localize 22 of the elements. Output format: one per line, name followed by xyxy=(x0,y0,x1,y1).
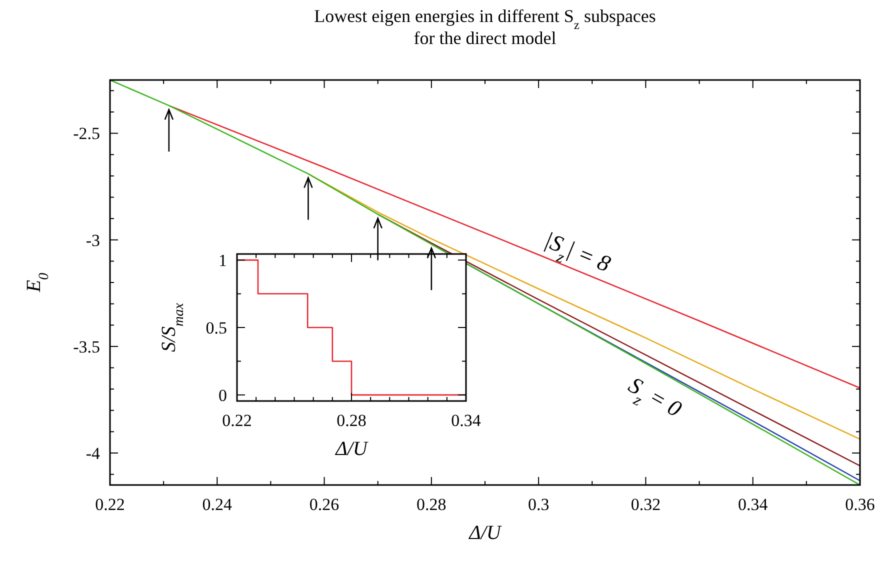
line-series xyxy=(110,80,860,485)
y-tick-label: -4 xyxy=(86,444,100,463)
x-tick-label: 0.26 xyxy=(309,495,340,514)
x-tick-label: 0.32 xyxy=(630,495,661,514)
x-tick-label: 0.28 xyxy=(336,411,366,430)
x-tick-label: 0.22 xyxy=(95,495,125,514)
y-tick-label: -2.5 xyxy=(73,124,100,144)
x-tick-label: 0.34 xyxy=(451,411,482,430)
x-tick-label: 0.34 xyxy=(738,495,768,514)
y-tick-label: 0.5 xyxy=(206,318,227,338)
x-tick-label: 0.24 xyxy=(202,495,233,514)
x-tick-label: 0.36 xyxy=(845,495,875,514)
x-tick-label: 0.22 xyxy=(222,411,252,430)
x-axis-title: Δ/U xyxy=(468,522,502,544)
y-tick-label: -3.5 xyxy=(73,337,100,356)
y-tick-label: -3 xyxy=(86,230,100,250)
x-axis-title: Δ/U xyxy=(334,438,369,460)
y-tick-label: 0 xyxy=(218,386,227,405)
x-tick-label: 0.3 xyxy=(528,495,550,514)
y-tick-label: 1 xyxy=(218,251,227,270)
chart-title: Lowest eigen energies in different S$_{z}$ subspaces for the direct model xyxy=(314,6,656,48)
x-tick-label: 0.28 xyxy=(416,495,446,514)
